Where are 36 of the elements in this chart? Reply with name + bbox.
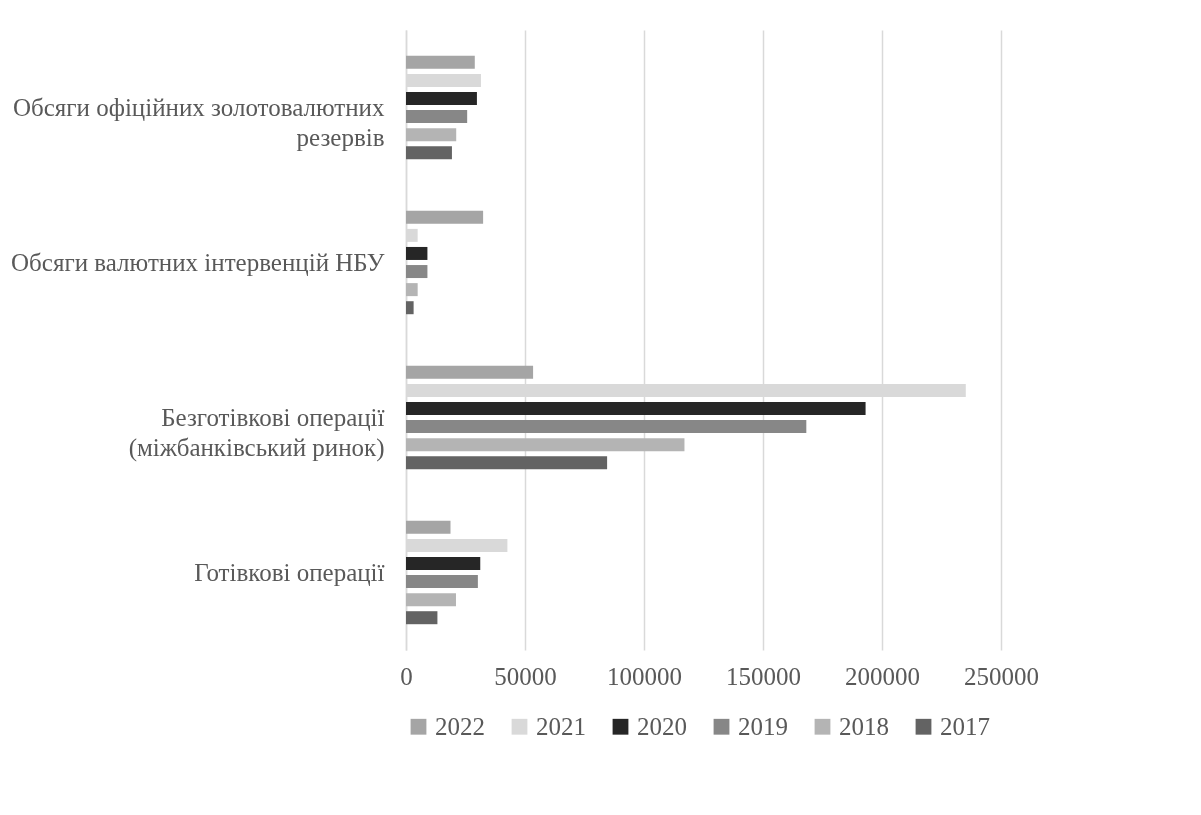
bar [406, 420, 807, 434]
legend-label: 2020 [637, 712, 687, 740]
bar [406, 246, 428, 260]
bar [406, 593, 456, 607]
bar [406, 520, 451, 534]
bar [406, 611, 438, 625]
x-tick-label: 100000 [607, 662, 682, 690]
bar [406, 55, 475, 69]
bar [406, 456, 608, 470]
bar [406, 265, 428, 279]
bar [406, 438, 685, 452]
bar [406, 210, 484, 224]
bar [406, 128, 457, 142]
x-tick-label: 250000 [964, 662, 1039, 690]
x-tick-label: 0 [400, 662, 413, 690]
legend-label: 2019 [738, 712, 788, 740]
legend-label: 2018 [839, 712, 889, 740]
legend-label: 2022 [435, 712, 485, 740]
y-tick-label: Обсяги офіційних золотовалютних резервів [12, 93, 385, 151]
x-tick-label: 50000 [494, 662, 557, 690]
bar [406, 401, 866, 415]
legend-label: 2017 [940, 712, 990, 740]
bar [406, 301, 414, 315]
legend-label: 2021 [536, 712, 586, 740]
y-tick-label: Готівкові операції [194, 558, 385, 586]
y-tick-label: Обсяги валютних інтервенцій НБУ [11, 248, 385, 276]
bar [406, 146, 452, 160]
y-tick-label: Безготівкові операції (міжбанківський ринок) [128, 403, 385, 462]
x-tick-label: 200000 [845, 662, 920, 690]
bar [406, 556, 481, 570]
bar [406, 110, 468, 124]
x-tick-label: 150000 [726, 662, 801, 690]
bar [406, 283, 418, 297]
bar [406, 575, 478, 589]
bar [406, 91, 477, 105]
bar [406, 365, 534, 379]
